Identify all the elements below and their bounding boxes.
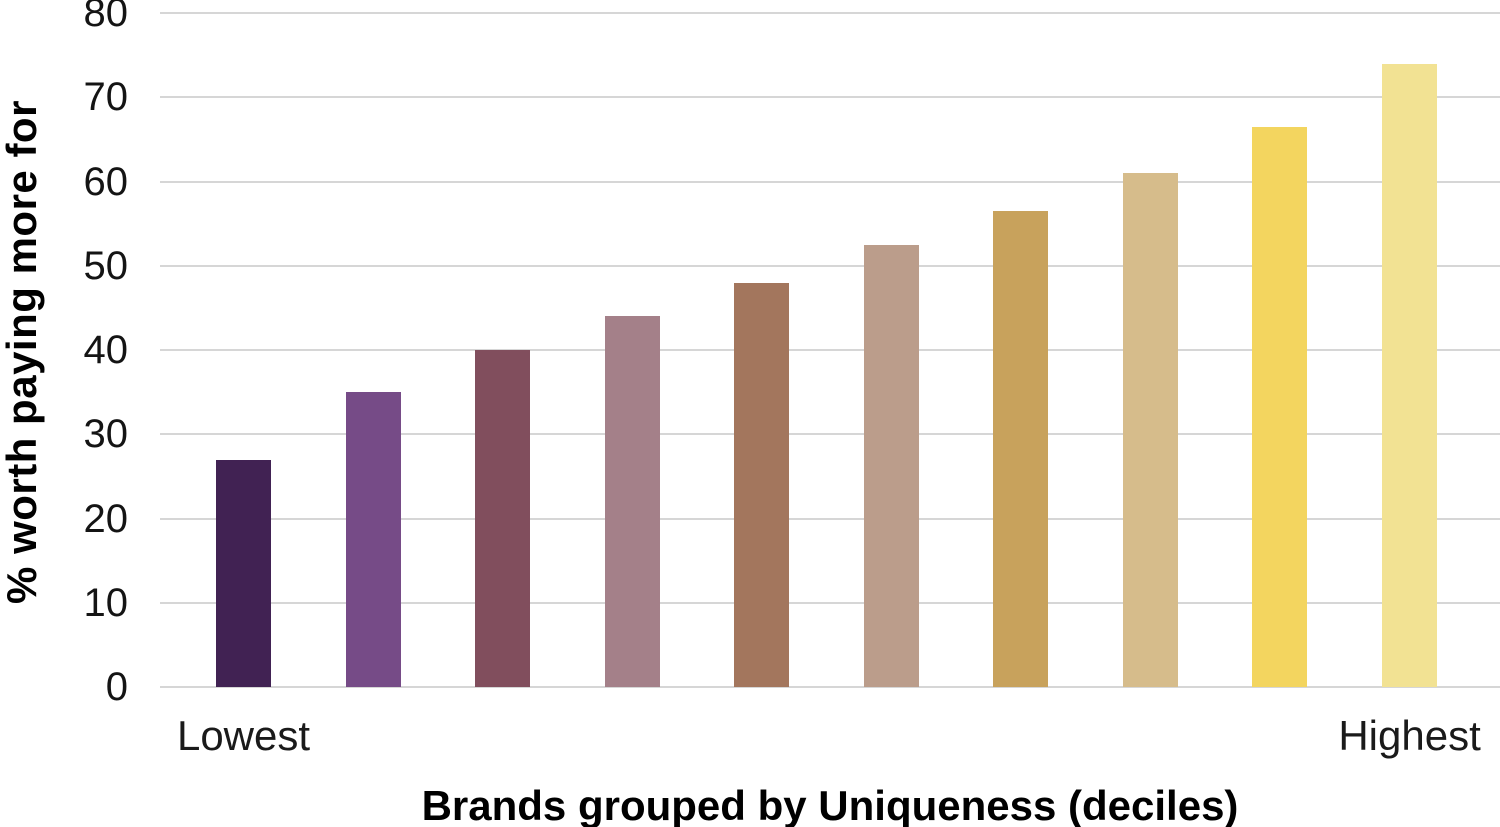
y-tick-label-40: 40 <box>83 328 129 372</box>
gridline-60 <box>160 180 1500 183</box>
y-tick-label-10: 10 <box>83 580 129 625</box>
bar-decile-10 <box>1382 63 1438 687</box>
gridline-40 <box>160 349 1500 351</box>
y-tick-label-20: 20 <box>83 496 129 541</box>
bar-decile-3 <box>475 350 531 687</box>
bar-decile-7 <box>993 211 1049 687</box>
gridline-20 <box>160 517 1500 520</box>
y-tick-label-70: 70 <box>83 75 129 120</box>
y-tick-label-50: 50 <box>83 243 129 288</box>
bar-decile-5 <box>734 282 790 687</box>
category-label-highest: Highest <box>1338 712 1481 759</box>
bar-decile-8 <box>1122 173 1178 687</box>
y-tick-label-80: 80 <box>83 0 129 35</box>
gridline-80 <box>160 12 1500 14</box>
y-tick-label-60: 60 <box>83 159 129 204</box>
gridline-0 <box>160 686 1500 688</box>
gridline-50 <box>160 264 1500 267</box>
gridline-30 <box>160 433 1500 436</box>
y-tick-label-0: 0 <box>105 665 128 709</box>
bar-decile-1 <box>216 459 271 687</box>
gridline-70 <box>160 96 1500 99</box>
gridline-10 <box>160 601 1500 604</box>
bar-decile-4 <box>604 316 660 687</box>
plot-area <box>160 12 1500 688</box>
bar-decile-9 <box>1252 126 1308 687</box>
bar-decile-6 <box>863 244 919 687</box>
y-tick-label-30: 30 <box>83 412 129 457</box>
bar-decile-2 <box>345 392 401 687</box>
x-axis-title: Brands grouped by Uniqueness (deciles) <box>421 782 1239 827</box>
category-label-lowest: Lowest <box>176 712 311 759</box>
